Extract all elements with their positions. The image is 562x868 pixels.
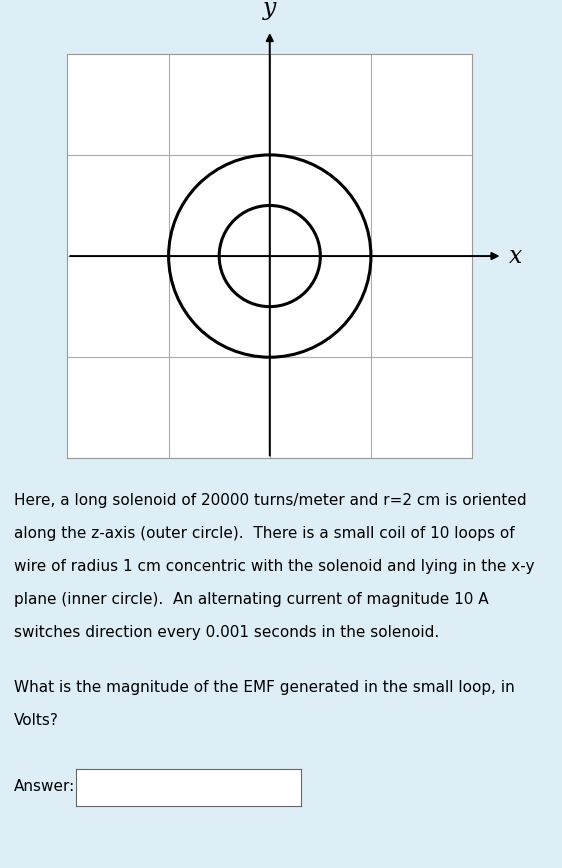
Text: switches direction every 0.001 seconds in the solenoid.: switches direction every 0.001 seconds i… — [14, 625, 439, 640]
Text: What is the magnitude of the EMF generated in the small loop, in: What is the magnitude of the EMF generat… — [14, 680, 515, 694]
Text: x: x — [509, 245, 523, 267]
Text: along the z-axis (outer circle).  There is a small coil of 10 loops of: along the z-axis (outer circle). There i… — [14, 526, 515, 541]
Text: wire of radius 1 cm concentric with the solenoid and lying in the x-y: wire of radius 1 cm concentric with the … — [14, 559, 534, 574]
Text: Here, a long solenoid of 20000 turns/meter and r=2 cm is oriented: Here, a long solenoid of 20000 turns/met… — [14, 493, 527, 508]
Text: Volts?: Volts? — [14, 713, 59, 727]
Text: y: y — [263, 0, 277, 20]
Text: plane (inner circle).  An alternating current of magnitude 10 A: plane (inner circle). An alternating cur… — [14, 592, 489, 607]
Text: Answer:: Answer: — [14, 779, 75, 794]
